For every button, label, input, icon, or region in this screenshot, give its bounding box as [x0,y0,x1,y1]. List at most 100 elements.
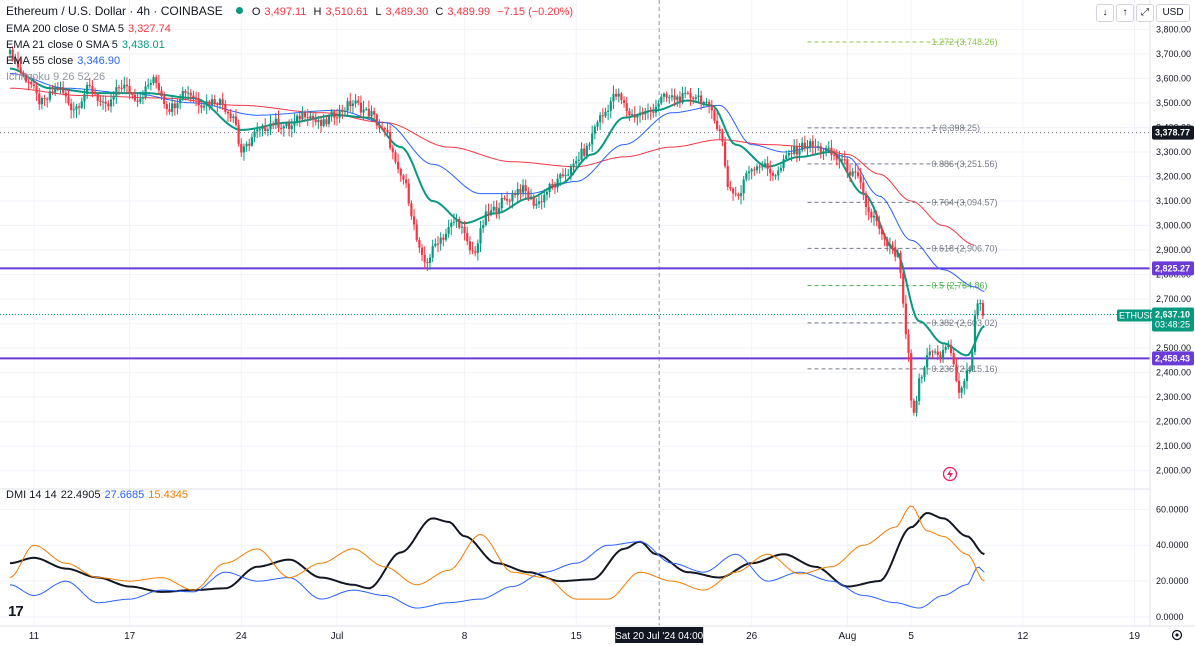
candle-body [466,233,469,242]
candle-body [705,101,708,103]
candle-body [439,237,442,244]
candle-body [420,247,424,255]
candle-body [939,354,942,359]
ema21-legend[interactable]: EMA 21 close 0 SMA 5 3,438.01 [6,39,165,51]
candle-body [625,103,628,112]
candle-body [288,123,291,129]
candle-body [319,119,323,126]
candle-body [163,96,166,105]
candle-body [303,112,307,118]
candle-body [104,101,107,104]
arrow-down-icon: ↓ [1102,7,1108,18]
candle-body [357,100,360,103]
candle-body [508,200,511,202]
candle-body [234,116,238,125]
scroll-up-button[interactable]: ↑ [1116,4,1134,22]
candle-body [769,168,772,174]
price-tick-label: 3,000.00 [1156,221,1191,231]
time-tick-label: Aug [838,631,856,642]
candle-body [78,106,81,108]
candle-body [306,117,309,119]
candle-body [870,211,873,218]
candle-body [835,155,838,160]
candle-body [75,106,78,110]
price-tick-label: 2,400.00 [1156,368,1191,378]
candle-body [436,243,440,245]
candle-body [232,116,235,119]
ichimoku-legend[interactable]: Ichimoku 9 26 52 26 [6,71,106,83]
candle-body [221,99,224,105]
candle-body [777,170,780,176]
candle-body [535,203,538,206]
candle-body [264,125,267,131]
candle-body [62,87,65,93]
candle-body [375,114,378,126]
candle-body [529,196,533,199]
candle-body [256,129,259,132]
level-price-tag [1152,351,1194,366]
level-price-tag-label: 3,378.77 [1155,128,1190,138]
candle-body [506,198,509,201]
fullscreen-button[interactable]: ⤢ [1136,4,1154,22]
symbol-title[interactable]: Ethereum / U.S. Dollar · 4h · COINBASE [6,4,223,18]
level-price-tag-label: 2,458.43 [1155,353,1190,363]
candle-body [620,93,623,101]
candle-body [745,173,748,180]
candle-body [822,151,825,153]
candle-body [670,95,674,98]
fib-level-label: 1 (3,398.25) [932,123,981,133]
ema200-legend[interactable]: EMA 200 close 0 SMA 5 3,327.74 [6,23,171,35]
candle-body [482,224,485,229]
candle-body [537,201,541,204]
scroll-down-button[interactable]: ↓ [1096,4,1114,22]
currency-selector[interactable]: USD [1156,4,1190,22]
ema55-legend[interactable]: EMA 55 close 3,346.90 [6,55,121,67]
fib-level-label: 0.236 (2,415.16) [932,364,998,374]
candle-body [524,185,527,192]
candle-body [115,87,118,96]
candle-body [591,133,594,145]
candle-body [630,114,634,116]
candle-body [298,115,301,120]
time-tick-label: 15 [571,631,583,642]
candle-body [474,251,477,253]
candle-body [141,97,145,99]
candle-body [179,99,182,104]
candle-body [761,166,764,168]
settings-gear-icon[interactable] [1171,629,1183,641]
ohlc-high: H 3,510.61 [313,6,369,18]
candle-body [702,101,705,104]
candle-body [700,95,703,104]
candle-body [878,221,881,229]
expand-icon: ⤢ [1141,7,1149,18]
candle-body [431,246,434,258]
candle-body [434,243,437,247]
candle-body [490,210,493,214]
candle-body [774,175,777,177]
ohlc-close: C 3,489.99 [435,6,491,18]
candle-body [694,97,697,99]
dmi-legend[interactable]: DMI 14 14 22.4905 27.6685 15.4345 [6,489,189,501]
candle-body [492,206,495,211]
candle-body [192,95,195,99]
candle-body [649,110,652,112]
candle-body [386,129,389,133]
candle-body [553,184,557,188]
candle-body [644,111,647,115]
candle-body [136,100,139,102]
candle-body [918,378,921,402]
candle-body [397,161,400,170]
price-tick-label: 3,500.00 [1156,98,1191,108]
candle-body [327,116,331,125]
candle-body [941,349,945,359]
candle-body [899,252,902,273]
candle-body [676,96,679,100]
candle-body [93,91,97,95]
candle-body [971,351,974,371]
candle-body [269,123,272,130]
candle-body [117,87,121,89]
candle-body [968,370,971,372]
candle-body [155,77,158,84]
dmi-tick-label: 60.0000 [1156,504,1189,514]
